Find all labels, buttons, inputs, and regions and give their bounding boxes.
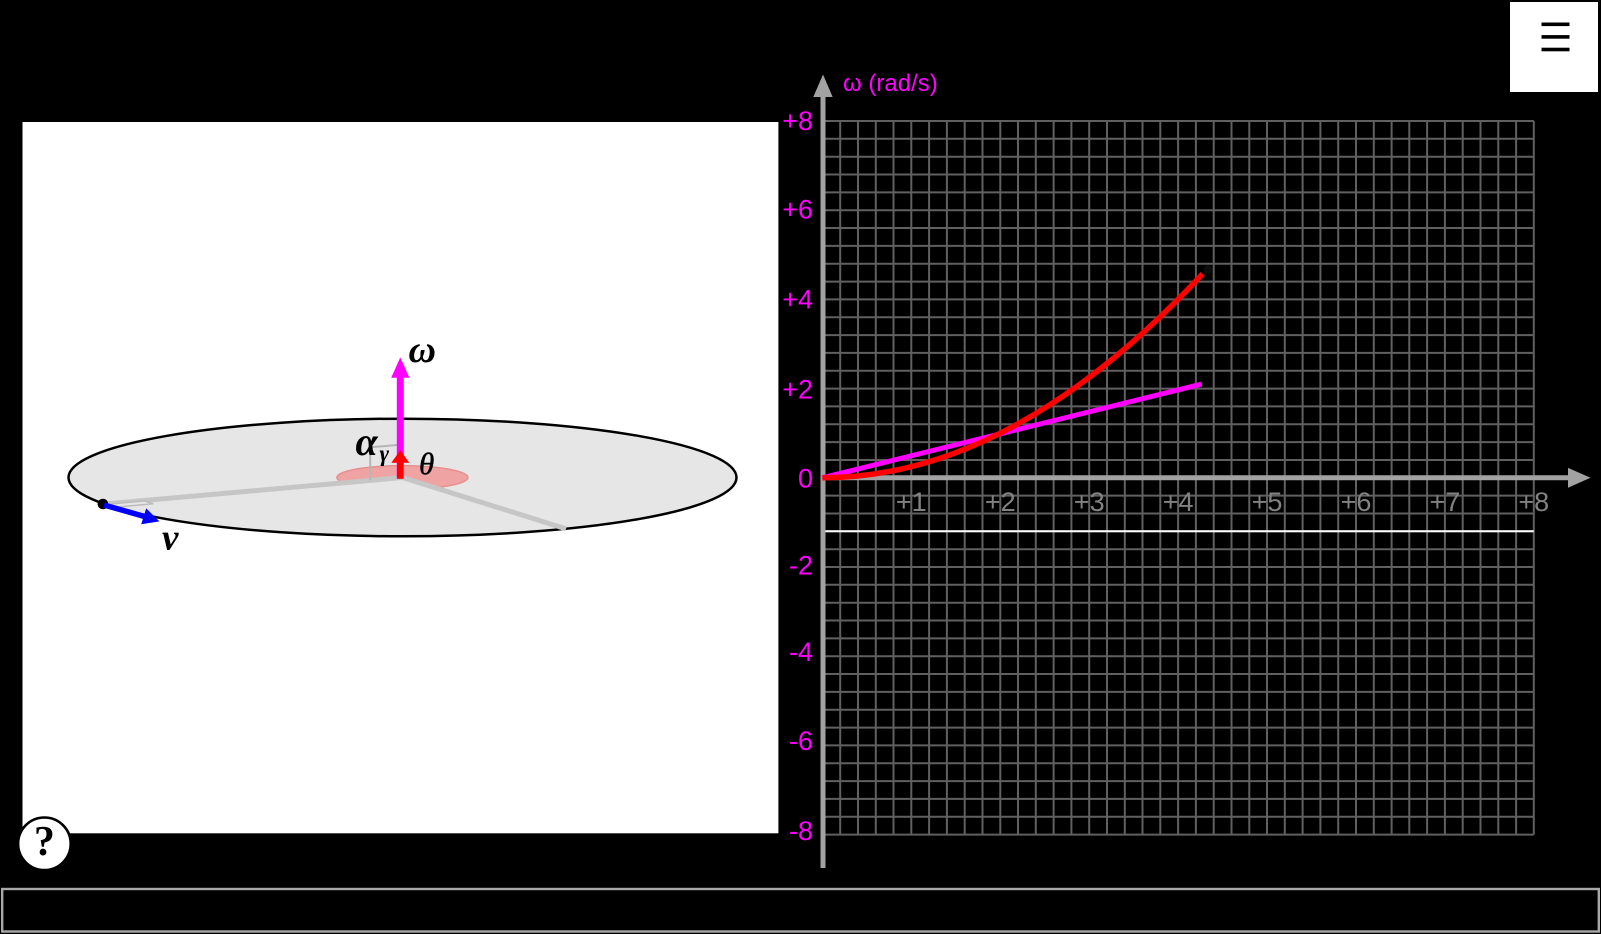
svg-text:+2: +2: [985, 487, 1016, 517]
svg-text:-4: -4: [789, 637, 813, 667]
svg-text:+6: +6: [1341, 487, 1372, 517]
svg-text:+1: +1: [896, 487, 927, 517]
svg-text:+7: +7: [1430, 487, 1461, 517]
svg-text:-2: -2: [789, 551, 813, 581]
svg-text:ω (rad/s): ω (rad/s): [843, 70, 938, 97]
svg-text:?: ?: [34, 819, 55, 865]
svg-text:+8: +8: [1518, 487, 1549, 517]
svg-text:-8: -8: [789, 816, 813, 846]
svg-text:+4: +4: [782, 285, 813, 315]
svg-text:+6: +6: [782, 195, 813, 225]
svg-text:+2: +2: [782, 375, 813, 405]
svg-text:ω: ω: [409, 329, 436, 371]
svg-text:+8: +8: [782, 106, 813, 136]
svg-text:+5: +5: [1252, 487, 1283, 517]
svg-text:θ: θ: [419, 446, 434, 481]
svg-text:-6: -6: [789, 726, 813, 756]
svg-text:0: 0: [798, 464, 813, 494]
svg-text:α: α: [356, 419, 379, 464]
svg-text:+4: +4: [1163, 487, 1194, 517]
svg-text:γ: γ: [380, 441, 390, 466]
svg-text:v: v: [162, 518, 179, 559]
svg-text:+3: +3: [1074, 487, 1105, 517]
